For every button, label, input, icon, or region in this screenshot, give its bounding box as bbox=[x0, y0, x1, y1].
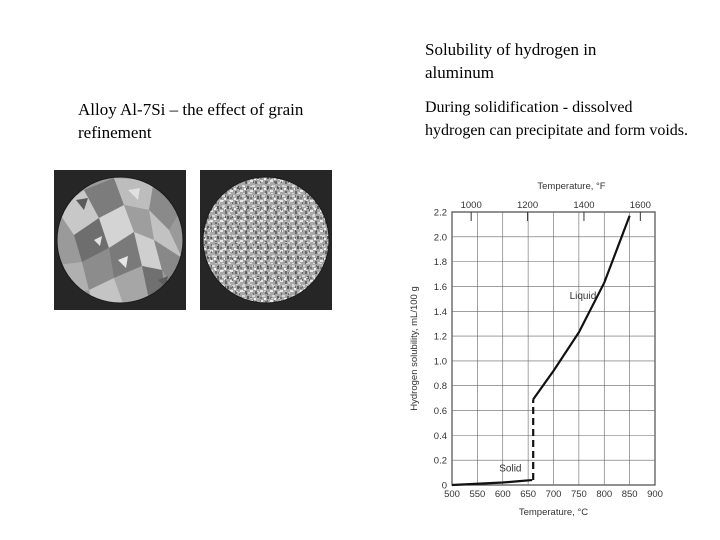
x-tick-label: 650 bbox=[520, 489, 536, 500]
y-tick-label: 1.8 bbox=[434, 257, 447, 268]
series-line-1 bbox=[451, 478, 533, 487]
series-line-3 bbox=[532, 215, 631, 401]
chart-section-title: Solubility of hydrogen in aluminum bbox=[425, 40, 597, 82]
top-axis-label: Temperature, °F bbox=[537, 181, 605, 192]
x-tick-label: 800 bbox=[596, 489, 612, 500]
x-tick-label: 500 bbox=[444, 489, 460, 500]
x-axis-label: Temperature, °C bbox=[519, 507, 588, 518]
x-tick-label: 600 bbox=[495, 489, 511, 500]
y-tick-label: 0.2 bbox=[434, 456, 447, 467]
refined-grain-macrostructure-image bbox=[200, 170, 332, 310]
y-tick-label: 1.2 bbox=[434, 332, 447, 343]
annotation-solid: Solid bbox=[499, 463, 521, 474]
x-tick-label: 550 bbox=[469, 489, 485, 500]
hydrogen-solubility-chart: 500 550 600 650 700 750 800 850 900 0 0.2 0.4 0.6 0.8… bbox=[409, 181, 663, 518]
top-tick-label: 1600 bbox=[630, 200, 651, 211]
y-tick-label: 0.6 bbox=[434, 406, 447, 417]
y-tick-label: 0.4 bbox=[434, 431, 447, 442]
y-tick-label: 0.8 bbox=[434, 381, 447, 392]
left-heading: Alloy Al-7Si – the effect of grain refin… bbox=[78, 100, 304, 142]
top-tick-label: 1200 bbox=[517, 200, 538, 211]
coarse-grain-macrostructure-image bbox=[54, 170, 186, 310]
x-tick-label: 750 bbox=[571, 489, 587, 500]
x-tick-label: 900 bbox=[647, 489, 663, 500]
top-tick-label: 1000 bbox=[461, 200, 482, 211]
y-tick-label: 2.2 bbox=[434, 208, 447, 219]
y-tick-label: 1.4 bbox=[434, 307, 447, 318]
y-tick-label: 0 bbox=[442, 481, 447, 492]
y-axis-label: Hydrogen solubility, mL/100 g bbox=[409, 286, 420, 410]
y-tick-label: 2.0 bbox=[434, 232, 447, 243]
annotation-liquid: Liquid bbox=[570, 291, 597, 302]
chart-section-description: During solidification - dissolved hydrog… bbox=[425, 99, 689, 139]
x-tick-label: 850 bbox=[622, 489, 638, 500]
y-tick-label: 1.6 bbox=[434, 282, 447, 293]
y-tick-label: 1.0 bbox=[434, 356, 447, 367]
top-tick-label: 1400 bbox=[573, 200, 594, 211]
x-tick-label: 700 bbox=[546, 489, 562, 500]
